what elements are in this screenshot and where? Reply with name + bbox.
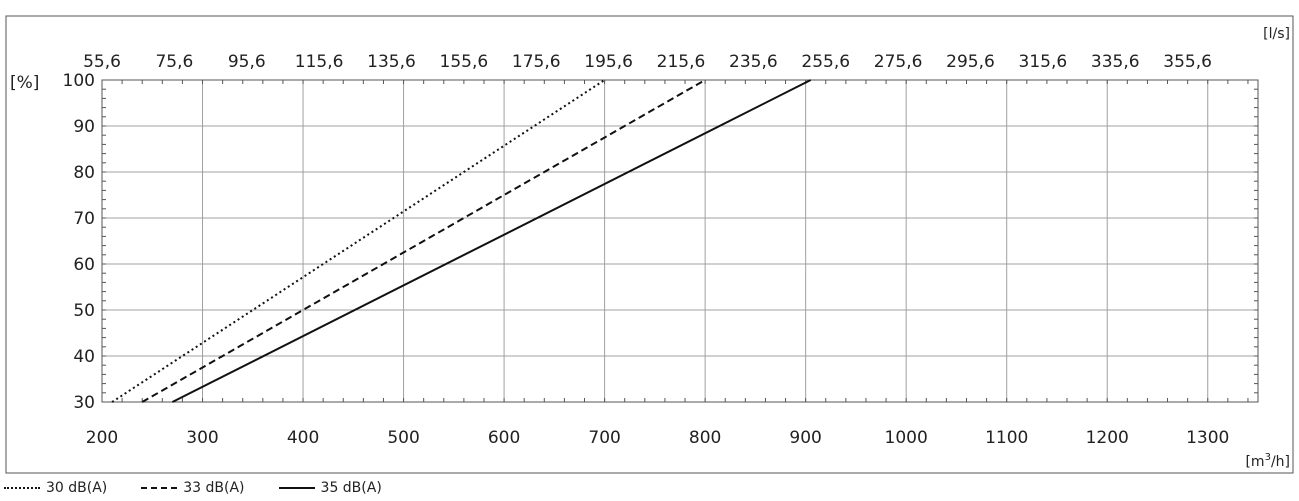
x-tick-label: 1000	[885, 428, 928, 448]
y-tick-label: 100	[63, 71, 95, 91]
legend-swatch-dotted	[4, 487, 40, 489]
legend-item-30db: 30 dB(A)	[4, 480, 107, 496]
y-tick-label: 80	[73, 163, 95, 183]
x-tick-label: 1100	[985, 428, 1028, 448]
x2-tick-label: 135,6	[367, 52, 416, 72]
airflow-chart: 200 300 400 500 600 700 800 900 1000 1100 1200 1300…	[5, 15, 1294, 474]
x-tick-label: 800	[689, 428, 721, 448]
x2-tick-label: 55,6	[83, 52, 121, 72]
y-tick-label: 40	[73, 347, 95, 367]
x2-tick-label: 355,6	[1163, 52, 1212, 72]
legend: 30 dB(A) 33 dB(A) 35 dB(A)	[4, 478, 416, 498]
x-tick-label: 1200	[1086, 428, 1129, 448]
series-lines	[111, 79, 812, 403]
x2-tick-label: 335,6	[1091, 52, 1140, 72]
legend-item-33db: 33 dB(A)	[141, 480, 245, 496]
x2-tick-label: 315,6	[1019, 52, 1068, 72]
x2-unit-label: [l/s]	[1263, 26, 1290, 42]
x2-tick-label: 255,6	[801, 52, 850, 72]
legend-label-30db: 30 dB(A)	[46, 480, 108, 496]
y-unit-label: [%]	[10, 73, 39, 93]
x-tick-label: 600	[488, 428, 520, 448]
x2-tick-label: 215,6	[657, 52, 706, 72]
series-line-dashed	[141, 79, 706, 403]
y-tick-label: 90	[73, 117, 95, 137]
plot-area	[101, 79, 1259, 403]
x2-tick-label: 75,6	[155, 52, 193, 72]
x2-tick-label: 115,6	[295, 52, 344, 72]
x-tick-label: 200	[86, 428, 118, 448]
x2-tick-label: 275,6	[874, 52, 923, 72]
y-tick-labels: 30 40 50 60 70 80 90 100	[63, 71, 95, 413]
legend-swatch-dashed	[141, 487, 178, 489]
y-tick-label: 50	[73, 301, 95, 321]
x-tick-label: 1300	[1186, 428, 1229, 448]
legend-label-35db: 35 dB(A)	[320, 480, 382, 496]
x2-tick-label: 235,6	[729, 52, 778, 72]
x2-tick-label: 295,6	[946, 52, 995, 72]
y-tick-label: 70	[73, 209, 95, 229]
x-tick-label: 500	[387, 428, 419, 448]
x-tick-labels: 200 300 400 500 600 700 800 900 1000 1100 1200 1300	[86, 428, 1230, 448]
x2-tick-label: 195,6	[584, 52, 633, 72]
series-line-dotted	[111, 79, 606, 403]
x2-tick-label: 155,6	[440, 52, 489, 72]
legend-item-35db: 35 dB(A)	[278, 480, 382, 496]
legend-label-33db: 33 dB(A)	[183, 480, 245, 496]
chart-frame	[5, 15, 1294, 474]
y-tick-label: 30	[73, 393, 95, 413]
x-tick-label: 900	[789, 428, 821, 448]
grid	[102, 80, 1258, 402]
legend-swatch-solid	[278, 487, 315, 489]
x-unit-label: [m3/h]	[1245, 452, 1290, 470]
x2-tick-labels: 55,6 75,6 95,6 115,6 135,6 155,6 175,6 195,6 215…	[83, 52, 1212, 72]
x2-tick-label: 95,6	[228, 52, 266, 72]
x2-tick-label: 175,6	[512, 52, 561, 72]
minor-ticks	[101, 79, 1258, 403]
x-tick-label: 700	[588, 428, 620, 448]
y-tick-label: 60	[73, 255, 95, 275]
x-tick-label: 300	[186, 428, 218, 448]
series-line-solid	[171, 79, 812, 403]
x-tick-label: 400	[287, 428, 319, 448]
